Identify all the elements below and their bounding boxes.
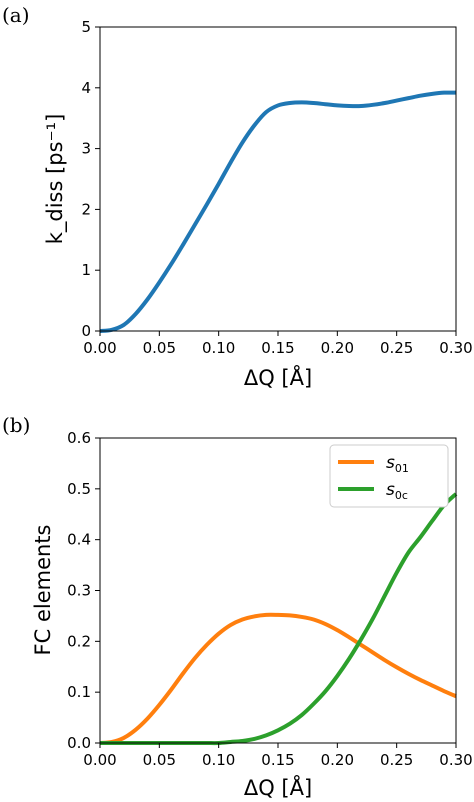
plot-a-y-tick-label: 2 [81, 200, 91, 218]
plot-a-line-series-0 [99, 90, 457, 333]
plot-b-area [99, 492, 458, 746]
plot-b-y-axis-label: FC elements [31, 525, 55, 656]
plot-b-y-tick-label: 0.4 [67, 531, 91, 549]
plot-a-x-tick-label: 0.20 [321, 339, 354, 357]
plot-a-y-tick-label: 5 [81, 18, 91, 36]
plot-b-x-tick-label: 0.30 [439, 751, 472, 769]
panel-b-label: (b) [2, 413, 30, 437]
plot-a-x-tick-label: 0.15 [261, 339, 294, 357]
plot-a-x-tick-label: 0.25 [380, 339, 413, 357]
panel-a: (a) 0.00 0.05 0.10 0.15 0.20 0.25 0.30 012345 … [2, 3, 473, 390]
plot-b-y-tick-label: 0.2 [67, 632, 91, 650]
plot-b-y-tick-label: 0.0 [67, 734, 91, 752]
plot-b-y-tick-label: 0.5 [67, 480, 91, 498]
plot-b-line-s0c [100, 492, 458, 746]
plot-a-y-tick-label: 1 [81, 261, 91, 279]
plot-a-y-tick-label: 0 [81, 322, 91, 340]
plot-b-line-s01 [99, 612, 457, 745]
legend-label-s0c: s0c [386, 480, 408, 502]
plot-a-x-tick-label: 0.05 [143, 339, 176, 357]
plot-a-area [99, 90, 457, 333]
plot-b-x-tick-label: 0.05 [143, 751, 176, 769]
plot-b-x-ticks: 0.00 0.05 0.10 0.15 0.20 0.25 0.30 [83, 743, 473, 769]
plot-a-x-axis-label: ΔQ [Å] [244, 364, 312, 390]
plot-b-x-tick-label: 0.25 [380, 751, 413, 769]
plot-a-y-axis-label: k_diss [ps⁻¹] [43, 114, 68, 245]
plot-a-frame [99, 26, 457, 332]
plot-a-x-tick-label: 0.30 [439, 339, 472, 357]
plot-b-x-tick-label: 0.20 [321, 751, 354, 769]
plot-b-y-tick-label: 0.1 [67, 683, 91, 701]
plot-b-x-tick-label: 0.15 [261, 751, 294, 769]
plot-a-y-tick-label: 4 [81, 79, 91, 97]
plot-a-y-tick-label: 3 [81, 140, 91, 158]
plot-b-y-tick-label: 0.3 [67, 582, 91, 600]
plot-a-y-ticks: 0 1 2 3 4 5 [81, 18, 100, 340]
plot-b-x-tick-label: 0.00 [83, 751, 116, 769]
legend-label-s01: s01 [386, 453, 409, 475]
legend: s01 s0c [329, 444, 449, 508]
plot-a-x-tick-label: 0.10 [202, 339, 235, 357]
plot-b-y-tick-label: 0.6 [67, 429, 91, 447]
plot-b-x-tick-label: 0.10 [202, 751, 235, 769]
panel-b: (b) 0.00 0.05 0.10 0.15 0.20 0.25 0.30 0.00.10… [2, 413, 473, 800]
plot-b-x-axis-label: ΔQ [Å] [244, 774, 312, 800]
panel-a-label: (a) [2, 3, 30, 27]
plot-b-y-ticks: 0.0 0.1 0.2 0.3 0.4 0.5 0.6 [67, 429, 100, 752]
plot-a-x-tick-label: 0.00 [83, 339, 116, 357]
plot-a-x-ticks: 0.00 0.05 0.10 0.15 0.20 0.25 0.30 [83, 331, 473, 357]
